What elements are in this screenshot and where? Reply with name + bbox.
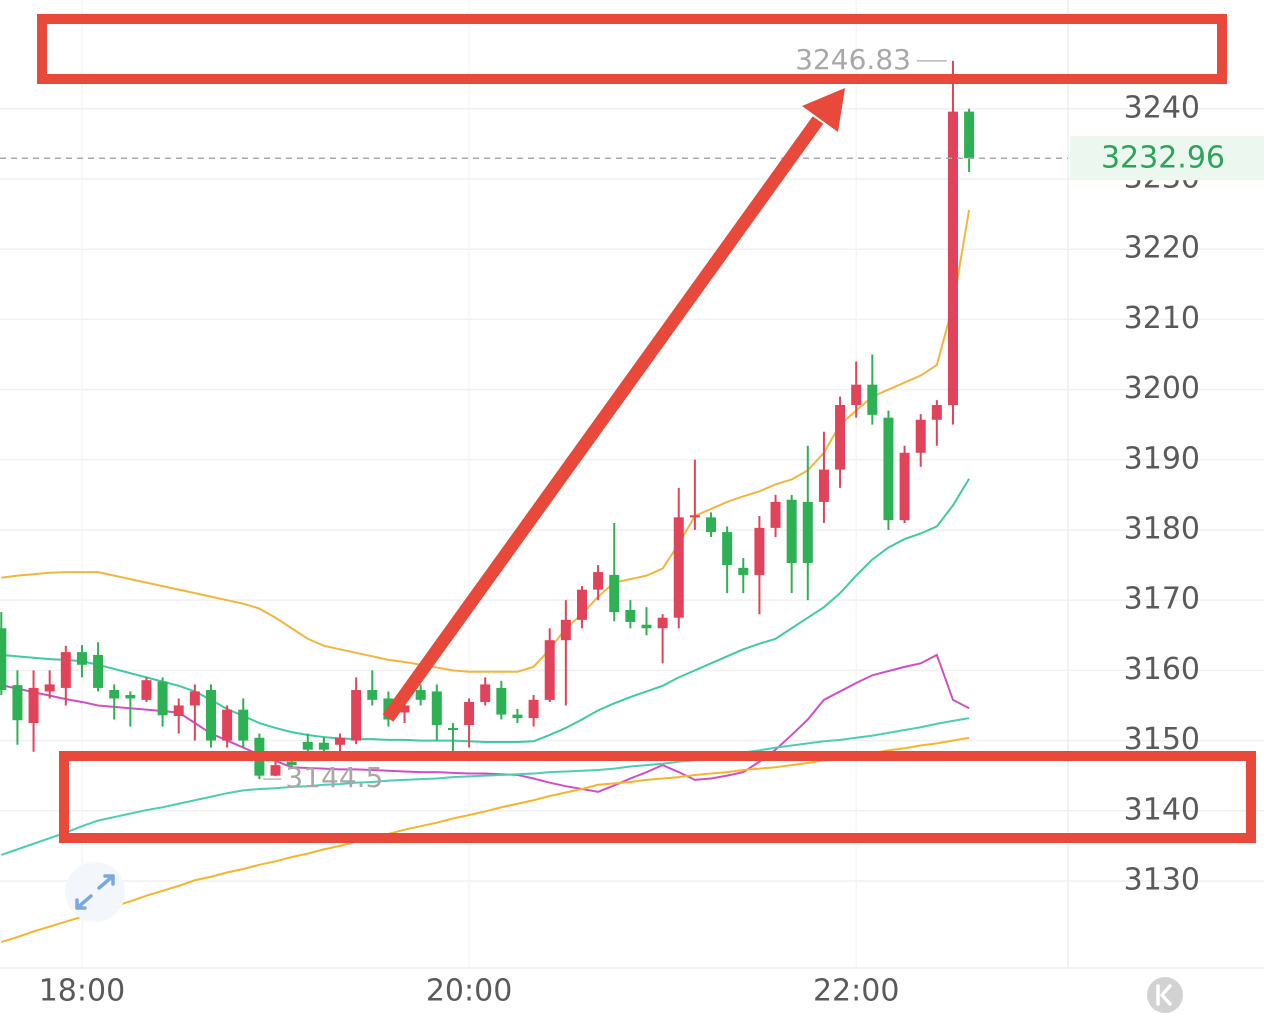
trend-arrow-shaft [382, 116, 824, 722]
candle-body [931, 405, 942, 420]
collapse-button-bg[interactable] [1147, 977, 1183, 1013]
candle-body [835, 405, 846, 470]
y-tick-label: 3160 [1124, 652, 1200, 687]
candle-body [399, 705, 410, 713]
candle-body [528, 699, 539, 719]
candle-body [947, 111, 958, 406]
highlight-box-top [37, 14, 1227, 84]
candle-body [818, 469, 829, 502]
candle-body [222, 709, 233, 741]
last-price-box [1070, 136, 1264, 181]
candle-body [173, 705, 184, 716]
candle-body [625, 610, 636, 622]
candle-body [657, 617, 668, 629]
candle-body [706, 517, 717, 533]
expand-icon[interactable] [75, 874, 115, 910]
y-tick-label: 3240 [1124, 90, 1200, 125]
candle-body [738, 567, 749, 575]
candle-body [318, 742, 329, 750]
candle-body [0, 628, 7, 691]
expand-button[interactable] [65, 862, 125, 922]
candle-body [560, 619, 571, 641]
candle-body [786, 499, 797, 563]
candle-body [883, 417, 894, 521]
candle-body [109, 690, 120, 699]
y-tick-label: 3190 [1124, 441, 1200, 476]
y-tick-label: 3130 [1124, 862, 1200, 897]
candle-body [351, 690, 362, 741]
candle-body [851, 384, 862, 406]
candle-body [157, 681, 168, 716]
candle-body [915, 419, 926, 453]
candle-body [464, 701, 475, 726]
collapse-icon[interactable] [1156, 984, 1172, 1006]
candle-body [76, 652, 87, 665]
candle-body [93, 654, 104, 688]
candle-body [60, 652, 71, 688]
candle-body [754, 527, 765, 575]
candle-body [496, 687, 507, 715]
candle-body [609, 574, 620, 613]
trend-arrow-head [802, 88, 845, 132]
candle-body [367, 690, 378, 700]
candle-body [447, 727, 458, 731]
candle-body [141, 680, 152, 700]
y-tick-label: 3140 [1124, 792, 1200, 827]
candle-body [899, 452, 910, 521]
y-tick-label: 3210 [1124, 301, 1200, 336]
y-tick-label: 3180 [1124, 511, 1200, 546]
candle-body [431, 691, 442, 726]
plot-layer [0, 60, 975, 943]
candle-body [302, 741, 313, 750]
candle-body [125, 694, 136, 699]
y-tick-label: 3200 [1124, 371, 1200, 406]
candle-body [641, 624, 652, 629]
candle-body [593, 572, 604, 590]
x-tick-label: 18:00 [39, 974, 125, 1009]
y-tick-label: 3170 [1124, 582, 1200, 617]
candle-body [576, 589, 587, 620]
candle-body [867, 384, 878, 415]
indicator-line [0, 717, 970, 856]
y-tick-label: 3220 [1124, 231, 1200, 266]
candle-body [189, 691, 200, 706]
candle-body [512, 714, 523, 719]
candle-body [12, 685, 23, 721]
candle-body [28, 687, 39, 724]
label-layer: 3130314031503160317031803190320032103220… [0, 43, 1264, 1009]
candle-body [689, 515, 700, 518]
candle-body [722, 532, 733, 566]
candle-body [205, 690, 216, 741]
max-label: 3246.83 [795, 43, 911, 76]
highlight-box-bottom [59, 751, 1256, 843]
candle-body [964, 111, 975, 159]
candle-body [270, 765, 281, 776]
indicator-line [1, 736, 970, 943]
candle-body [238, 709, 249, 741]
min-label: 3144.5 [285, 761, 383, 794]
expand-button-bg[interactable] [65, 862, 125, 922]
candle-body [286, 761, 297, 766]
candle-body [44, 684, 55, 692]
candle-body [480, 684, 491, 702]
candle-body [802, 501, 813, 563]
candle-body [770, 501, 781, 528]
candle-body [415, 690, 426, 700]
x-tick-label: 22:00 [813, 974, 899, 1009]
collapse-button[interactable] [1147, 977, 1183, 1013]
candle-body [673, 517, 684, 618]
x-tick-label: 20:00 [426, 974, 512, 1009]
candle-body [544, 640, 555, 700]
last-price-label: 3232.96 [1101, 141, 1225, 176]
annotations [37, 14, 1256, 843]
candle-body [335, 737, 346, 745]
